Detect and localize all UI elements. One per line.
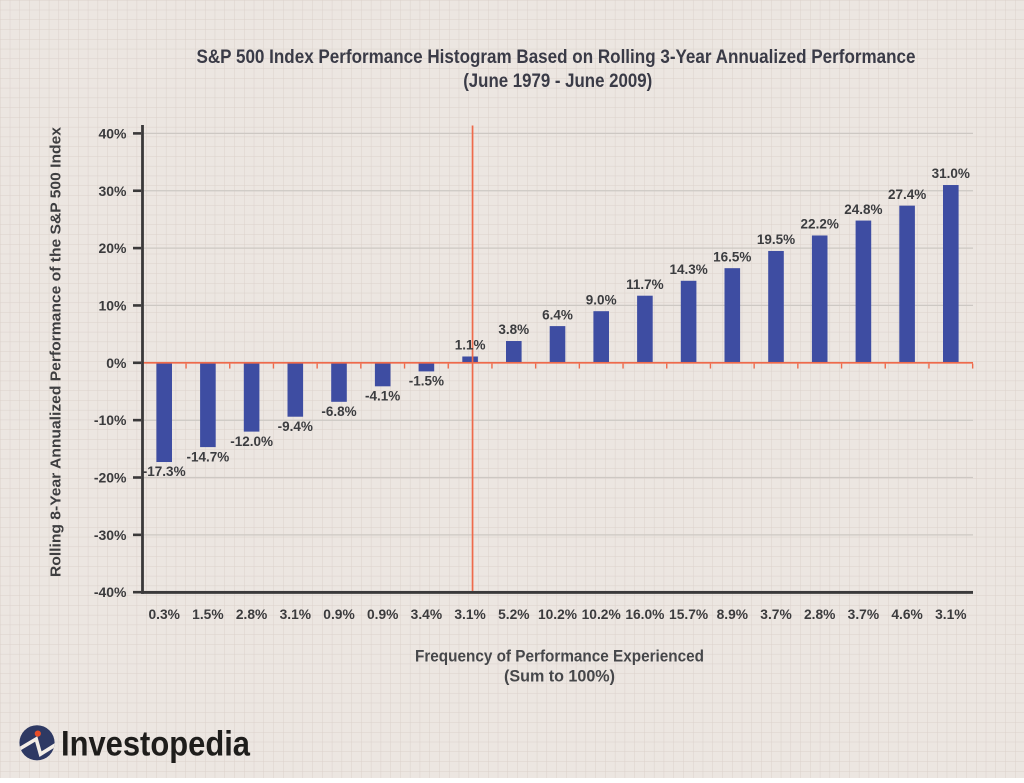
svg-text:3.4%: 3.4% [411,607,442,622]
svg-text:0.9%: 0.9% [367,607,398,622]
svg-text:0.3%: 0.3% [148,607,179,622]
svg-text:16.5%: 16.5% [713,249,751,264]
svg-text:3.7%: 3.7% [848,607,879,622]
svg-text:22.2%: 22.2% [801,217,839,232]
svg-text:0.9%: 0.9% [323,607,354,622]
svg-text:-4.1%: -4.1% [365,389,400,404]
svg-text:-30%: -30% [94,527,127,543]
svg-text:31.0%: 31.0% [932,166,970,181]
svg-text:(Sum to 100%): (Sum to 100%) [504,668,615,686]
svg-text:27.4%: 27.4% [888,187,926,202]
svg-text:0%: 0% [106,355,127,371]
svg-text:3.1%: 3.1% [454,607,485,622]
svg-text:3.1%: 3.1% [280,607,311,622]
svg-text:-1.5%: -1.5% [409,374,444,389]
svg-text:1.1%: 1.1% [455,338,486,353]
svg-text:9.0%: 9.0% [586,292,617,307]
svg-text:19.5%: 19.5% [757,232,795,247]
svg-text:Investopedia: Investopedia [61,723,250,763]
svg-text:3.8%: 3.8% [498,322,529,337]
svg-text:3.1%: 3.1% [935,607,966,622]
svg-text:-14.7%: -14.7% [187,449,230,464]
svg-text:40%: 40% [98,125,127,141]
svg-text:2.8%: 2.8% [236,607,267,622]
svg-text:11.7%: 11.7% [626,277,664,292]
svg-text:-20%: -20% [94,470,127,486]
svg-text:-6.8%: -6.8% [321,404,356,419]
svg-text:5.2%: 5.2% [498,607,529,622]
svg-text:2.8%: 2.8% [804,607,835,622]
svg-text:-9.4%: -9.4% [278,419,313,434]
svg-text:Frequency of Performance Exper: Frequency of Performance Experienced [415,648,704,666]
svg-text:10.2%: 10.2% [538,607,577,622]
svg-text:1.5%: 1.5% [192,607,223,622]
svg-text:-12.0%: -12.0% [230,434,273,449]
svg-text:3.7%: 3.7% [760,607,791,622]
svg-text:Rolling 8-Year Annualized Perf: Rolling 8-Year Annualized Performance of… [48,126,65,577]
svg-text:S&P 500 Index Performance Hist: S&P 500 Index Performance Histogram Base… [197,47,916,68]
svg-text:20%: 20% [98,240,127,256]
svg-text:-40%: -40% [94,584,127,600]
svg-text:14.3%: 14.3% [669,262,707,277]
svg-text:4.6%: 4.6% [891,607,922,622]
svg-text:15.7%: 15.7% [669,607,708,622]
svg-text:-17.3%: -17.3% [143,464,186,479]
svg-text:10%: 10% [98,297,127,313]
svg-text:16.0%: 16.0% [625,607,664,622]
svg-text:-10%: -10% [94,412,127,428]
svg-text:10.2%: 10.2% [582,607,621,622]
svg-text:8.9%: 8.9% [717,607,748,622]
svg-text:6.4%: 6.4% [542,307,573,322]
svg-text:30%: 30% [98,183,127,199]
svg-text:24.8%: 24.8% [844,202,882,217]
svg-text:(June 1979 - June 2009): (June 1979 - June 2009) [463,71,652,92]
